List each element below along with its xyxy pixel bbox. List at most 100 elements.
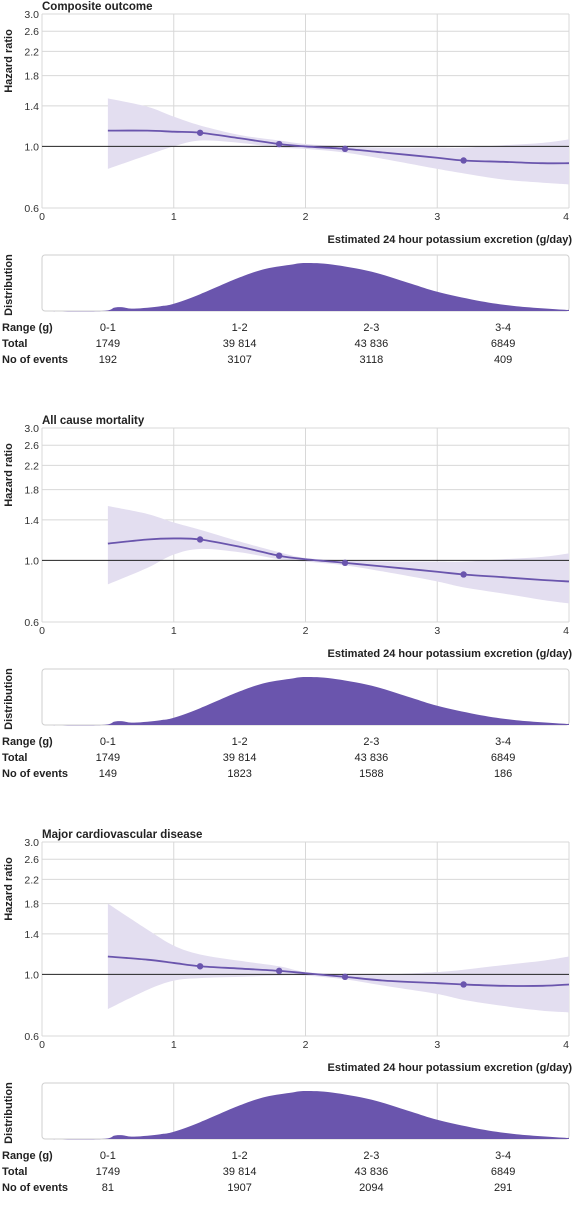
curve-marker bbox=[460, 571, 467, 578]
table-cell: 192 bbox=[98, 354, 118, 366]
total-row: Total 1749 39 814 43 836 6849 bbox=[0, 752, 575, 768]
table-cell: 3-4 bbox=[495, 322, 512, 334]
x-tick-label: 1 bbox=[171, 211, 177, 223]
confidence-band bbox=[107, 506, 569, 604]
y-tick-label: 0.6 bbox=[24, 203, 39, 215]
curve-marker bbox=[196, 536, 204, 543]
y-tick-label: 1.4 bbox=[24, 929, 39, 941]
y-tick-label: 2.6 bbox=[24, 854, 39, 866]
y-axis-label: Hazard ratio bbox=[3, 29, 15, 93]
row-label: No of events bbox=[2, 1182, 69, 1194]
table-cell: 1749 bbox=[95, 752, 121, 764]
y-tick-label: 3.0 bbox=[24, 837, 39, 849]
y-axis-label: Hazard ratio bbox=[3, 857, 15, 921]
y-tick-label: 1.0 bbox=[24, 555, 39, 567]
composite-outcome-panel: Composite outcome 0.6 1.0 1.4 1.8 2.2 2.6 3.0 0 1… bbox=[0, 0, 575, 400]
confidence-band bbox=[107, 903, 569, 1013]
y-tick-label: 0.6 bbox=[24, 1031, 39, 1043]
table-cell: 149 bbox=[98, 768, 118, 780]
table-cell: 1749 bbox=[95, 1166, 121, 1178]
distribution-label: Distribution bbox=[3, 668, 15, 730]
y-tick-label: 2.2 bbox=[24, 874, 39, 886]
total-row: Total 1749 39 814 43 836 6849 bbox=[0, 338, 575, 354]
curve-marker bbox=[196, 963, 204, 970]
hazard-ratio-curve bbox=[107, 129, 570, 165]
table-cell: 43 836 bbox=[354, 338, 389, 350]
y-axis-label: Hazard ratio bbox=[3, 443, 15, 507]
x-tick-label: 3 bbox=[434, 625, 440, 637]
x-axis-label: Estimated 24 hour potassium excretion (g… bbox=[327, 1062, 572, 1074]
row-label: Range (g) bbox=[2, 322, 53, 334]
table-cell: 81 bbox=[101, 1182, 114, 1194]
row-label: Total bbox=[2, 752, 28, 764]
range-row: Range (g) 0-1 1-2 2-3 3-4 bbox=[0, 736, 575, 752]
table-cell: 186 bbox=[493, 768, 513, 780]
curve-marker bbox=[275, 140, 283, 148]
x-axis-label: Estimated 24 hour potassium excretion (g… bbox=[327, 234, 572, 246]
curve-marker bbox=[460, 981, 467, 988]
total-row: Total 1749 39 814 43 836 6849 bbox=[0, 1166, 575, 1182]
table-cell: 39 814 bbox=[222, 1166, 257, 1178]
table-cell: 2-3 bbox=[363, 736, 380, 748]
hazard-ratio-curve bbox=[107, 537, 570, 583]
table-cell: 0-1 bbox=[99, 322, 116, 334]
major-cardiovascular-disease-panel: Major cardiovascular disease 0.6 1.0 1.4 1.8… bbox=[0, 828, 575, 1228]
curve-marker bbox=[341, 559, 349, 567]
y-tick-label: 2.2 bbox=[24, 46, 39, 58]
table-cell: 3-4 bbox=[495, 736, 512, 748]
x-tick-label: 4 bbox=[563, 211, 569, 223]
x-tick-label: 0 bbox=[39, 625, 45, 637]
x-tick-label: 1 bbox=[171, 1039, 177, 1051]
table-cell: 43 836 bbox=[354, 752, 389, 764]
x-tick-label: 2 bbox=[303, 1039, 309, 1051]
y-tick-label: 2.2 bbox=[24, 460, 39, 472]
row-label: Range (g) bbox=[2, 1150, 53, 1162]
table-cell: 1907 bbox=[227, 1182, 252, 1194]
table-cell: 2-3 bbox=[363, 1150, 380, 1162]
table-cell: 1823 bbox=[227, 768, 252, 780]
table-cell: 1749 bbox=[95, 338, 121, 350]
row-label: Total bbox=[2, 338, 28, 350]
confidence-band bbox=[107, 98, 569, 185]
range-row: Range (g) 0-1 1-2 2-3 3-4 bbox=[0, 322, 575, 338]
y-tick-label: 2.6 bbox=[24, 26, 39, 38]
row-label: No of events bbox=[2, 768, 69, 780]
table-cell: 1-2 bbox=[231, 1150, 248, 1162]
curve-marker bbox=[196, 129, 204, 136]
chart-title: Composite outcome bbox=[42, 1, 153, 13]
table-cell: 1588 bbox=[359, 768, 384, 780]
hazard-ratio-curve bbox=[107, 955, 570, 987]
distribution-density bbox=[42, 677, 569, 726]
curve-marker bbox=[275, 552, 283, 559]
hazard-ratio-chart: Major cardiovascular disease 0.6 1.0 1.4 1.8… bbox=[3, 829, 572, 1144]
events-row: No of events 192 3107 3118 409 bbox=[0, 354, 575, 370]
y-tick-label: 3.0 bbox=[24, 423, 39, 435]
all-cause-mortality-panel: All cause mortality 0.6 1.0 1.4 1.8 2.2 2.6 3.0… bbox=[0, 414, 575, 814]
table-cell: 3118 bbox=[359, 354, 384, 366]
y-tick-label: 1.4 bbox=[24, 101, 39, 113]
chart-title: All cause mortality bbox=[42, 415, 145, 427]
row-label: No of events bbox=[2, 354, 69, 366]
y-tick-label: 1.0 bbox=[24, 141, 39, 153]
chart-title: Major cardiovascular disease bbox=[42, 829, 202, 841]
table-cell: 6849 bbox=[490, 752, 516, 764]
table-cell: 6849 bbox=[490, 1166, 516, 1178]
table-cell: 409 bbox=[493, 354, 513, 366]
y-tick-label: 1.8 bbox=[24, 485, 39, 497]
y-tick-label: 0.6 bbox=[24, 617, 39, 629]
row-label: Range (g) bbox=[2, 736, 53, 748]
y-tick-label: 2.6 bbox=[24, 440, 39, 452]
table-cell: 0-1 bbox=[99, 736, 116, 748]
x-axis-label: Estimated 24 hour potassium excretion (g… bbox=[327, 648, 572, 660]
y-tick-label: 3.0 bbox=[24, 9, 39, 21]
table-cell: 2094 bbox=[359, 1182, 384, 1194]
y-tick-label: 1.8 bbox=[24, 71, 39, 83]
events-row: No of events 149 1823 1588 186 bbox=[0, 768, 575, 784]
distribution-density bbox=[42, 1091, 569, 1140]
x-tick-label: 0 bbox=[39, 211, 45, 223]
y-tick-label: 1.4 bbox=[24, 515, 39, 527]
x-tick-label: 1 bbox=[171, 625, 177, 637]
curve-marker bbox=[460, 157, 467, 164]
x-tick-label: 3 bbox=[434, 211, 440, 223]
curve-marker bbox=[275, 967, 283, 975]
